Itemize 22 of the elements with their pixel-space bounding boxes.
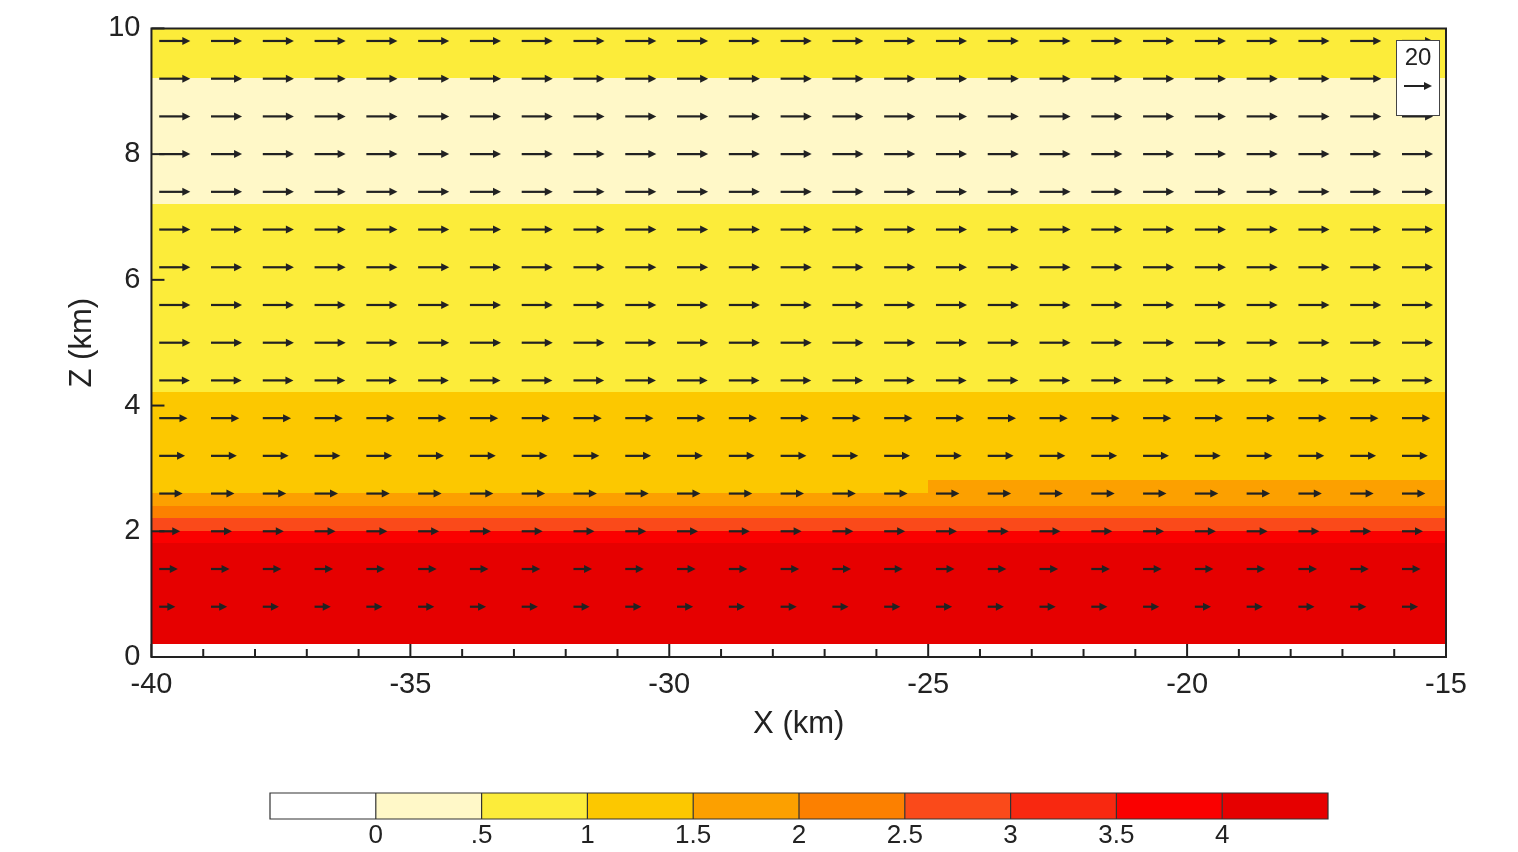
color-bar-label: 1 (580, 819, 595, 850)
color-bar-label: 1.5 (675, 819, 712, 850)
color-bar-label: 2.5 (886, 819, 923, 850)
x-axis-title: X (km) (753, 704, 845, 740)
color-bar-label: 0 (368, 819, 384, 850)
x-tick-label: -20 (1166, 667, 1209, 700)
y-tick-label: 2 (124, 513, 141, 546)
x-tick-label: -25 (907, 667, 950, 700)
color-bar-label: 2 (791, 819, 807, 850)
y-axis-title: Z (km) (63, 297, 99, 388)
y-tick-label: 6 (124, 261, 141, 294)
color-bar-label: 3 (1003, 819, 1018, 850)
x-tick-label: -30 (648, 667, 691, 700)
x-tick-label: -15 (1425, 667, 1467, 700)
y-tick-label: 10 (108, 10, 141, 43)
y-tick-label: 4 (124, 387, 141, 420)
color-bar-label: 4 (1214, 819, 1230, 850)
y-tick-label: 8 (124, 136, 141, 169)
color-bar-label: 3.5 (1098, 819, 1135, 850)
color-bar-label: .5 (470, 819, 493, 850)
x-tick-label: -35 (389, 667, 432, 700)
annotation: 20 (1403, 43, 1433, 72)
